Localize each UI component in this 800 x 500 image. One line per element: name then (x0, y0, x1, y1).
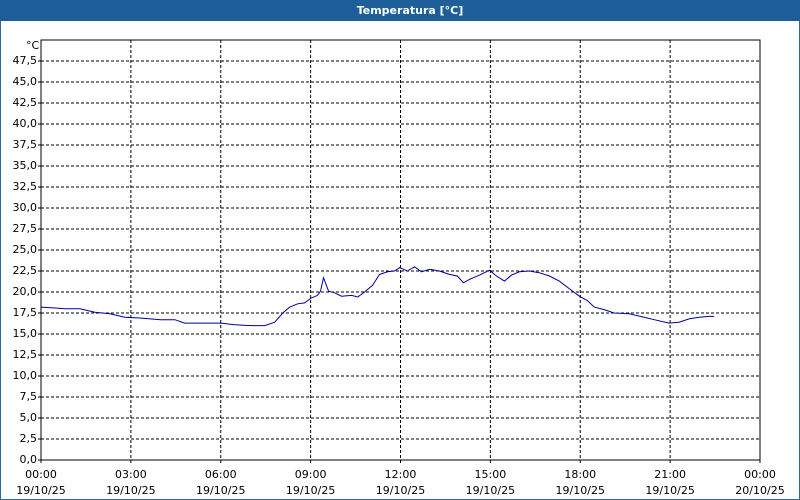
y-tick-label: 42,5 (13, 96, 38, 109)
x-tick-label: 00:00 (25, 468, 57, 481)
y-tick-label: 2,5 (20, 432, 38, 445)
x-tick-label: 20/10/25 (735, 484, 784, 497)
data-line (40, 266, 715, 327)
x-tick-label: 00:00 (744, 468, 776, 481)
chart-title: Temperatura [°C] (357, 4, 464, 17)
x-tick-label: 19/10/25 (645, 484, 694, 497)
x-tick-label: 12:00 (385, 468, 417, 481)
y-tick-label: 12,5 (13, 348, 38, 361)
y-tick-label: 10,0 (13, 369, 38, 382)
x-tick-label: 18:00 (564, 468, 596, 481)
y-tick-label: 15,0 (13, 327, 38, 340)
x-tick-label: 09:00 (295, 468, 327, 481)
y-tick-label: 32,5 (13, 180, 38, 193)
x-tick-label: 19/10/25 (286, 484, 335, 497)
x-tick-label: 19/10/25 (376, 484, 425, 497)
y-unit: °C (26, 39, 40, 52)
y-tick-label: 5,0 (20, 411, 38, 424)
y-tick-label: 17,5 (13, 306, 38, 319)
y-tick-label: 47,5 (13, 54, 38, 67)
y-tick-label: 7,5 (20, 390, 38, 403)
y-tick-label: 37,5 (13, 138, 38, 151)
y-tick-label: 35,0 (13, 159, 38, 172)
x-tick-label: 15:00 (475, 468, 507, 481)
y-tick-label: 0,0 (20, 453, 38, 466)
y-tick-label: 40,0 (13, 117, 38, 130)
y-tick-label: 27,5 (13, 222, 38, 235)
x-tick-label: 03:00 (115, 468, 147, 481)
x-tick-label: 19/10/25 (196, 484, 245, 497)
x-tick-label: 21:00 (654, 468, 686, 481)
x-tick-label: 19/10/25 (466, 484, 515, 497)
y-tick-label: 45,0 (13, 75, 38, 88)
title-bar (0, 0, 800, 21)
y-tick-label: 20,0 (13, 285, 38, 298)
x-tick-label: 19/10/25 (556, 484, 605, 497)
y-tick-label: 22,5 (13, 264, 38, 277)
x-tick-label: 06:00 (205, 468, 237, 481)
x-tick-label: 19/10/25 (16, 484, 65, 497)
x-tick-label: 19/10/25 (106, 484, 155, 497)
y-tick-label: 30,0 (13, 201, 38, 214)
y-tick-label: 25,0 (13, 243, 38, 256)
